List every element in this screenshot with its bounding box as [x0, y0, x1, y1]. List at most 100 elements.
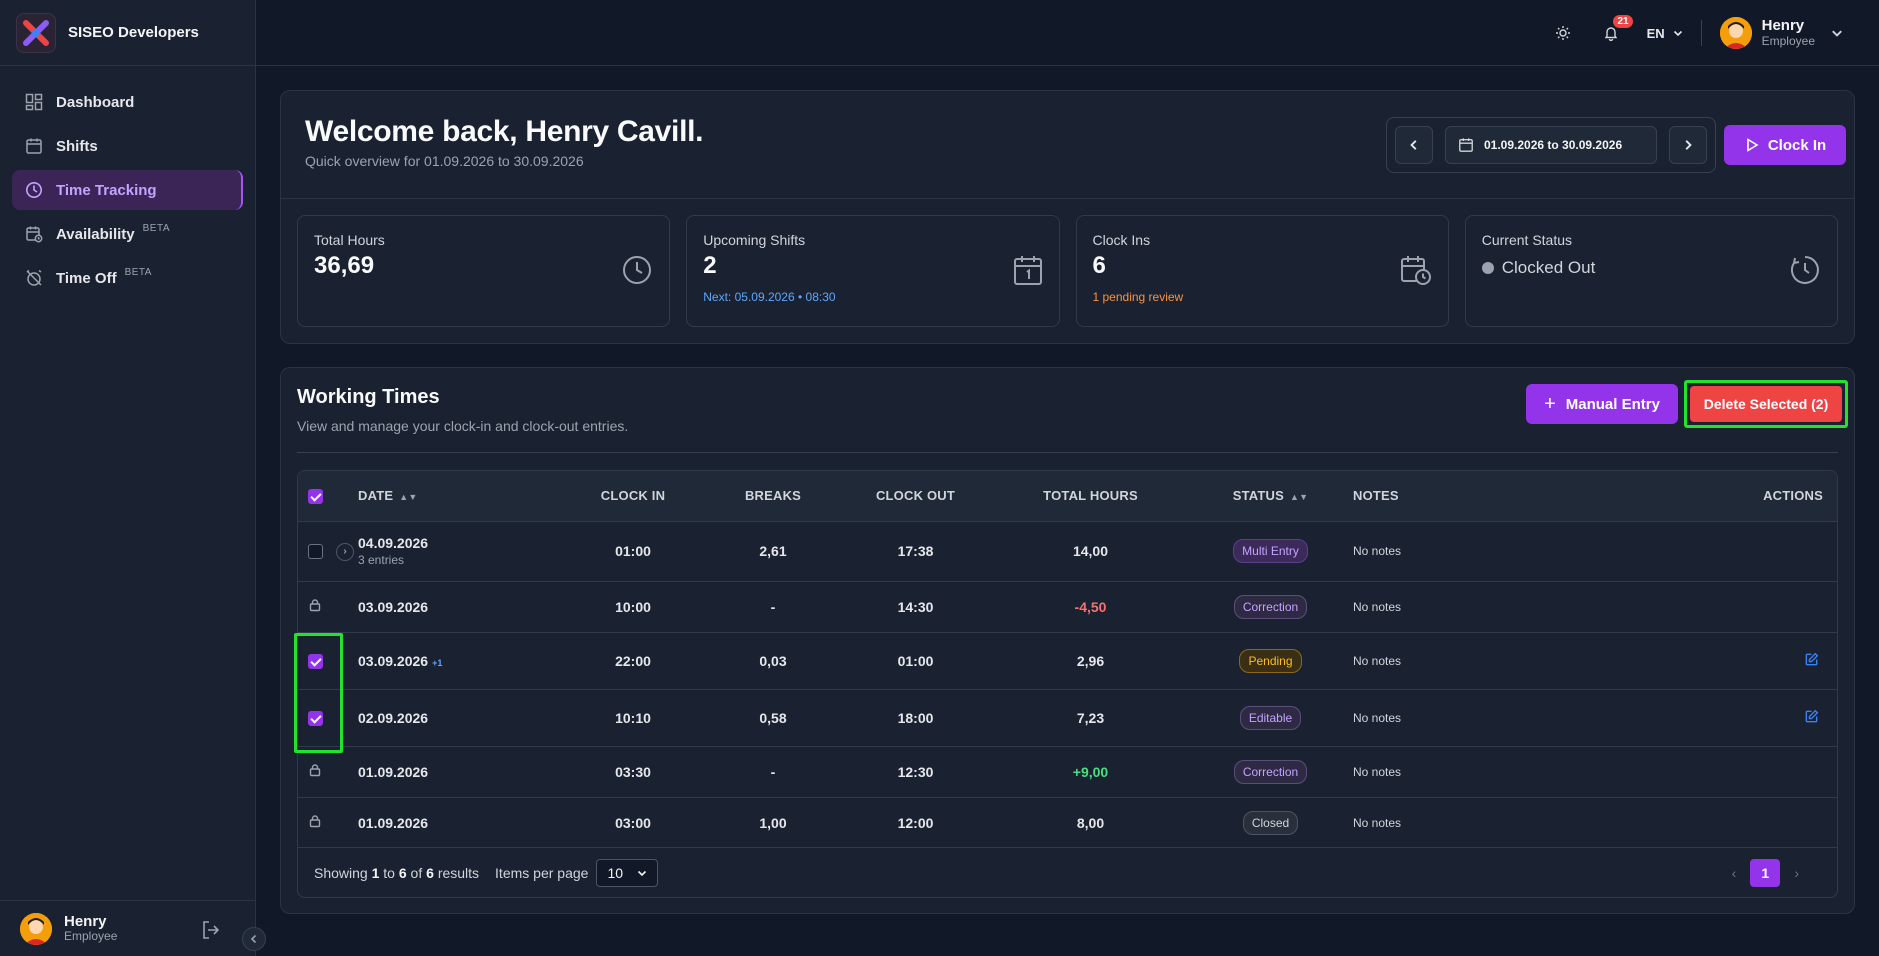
- beta-badge: BETA: [124, 266, 152, 278]
- status-badge: Correction: [1233, 759, 1308, 784]
- table-row[interactable]: 03.09.2026 +1 22:00 0,03 01:00 2,96 Pendi…: [298, 632, 1837, 689]
- sidebar-item-label: Time Off: [56, 269, 117, 287]
- page-button-current[interactable]: 1: [1750, 859, 1781, 887]
- row-checkbox[interactable]: [307, 653, 323, 669]
- row-date: 01.09.2026: [358, 763, 429, 780]
- chevron-right-icon: [1685, 140, 1692, 150]
- select-all-cell: [298, 471, 332, 521]
- column-clock-in: Clock In: [600, 488, 666, 504]
- user-name: Henry: [1761, 17, 1805, 35]
- row-breaks: -: [770, 598, 776, 615]
- logout-icon[interactable]: [200, 919, 222, 946]
- table-row[interactable]: 01.09.2026 03:30 - 12:30 +9,00 Correctio…: [298, 746, 1837, 797]
- expand-row-icon[interactable]: ›: [336, 542, 354, 561]
- clock-in-button[interactable]: Clock In: [1724, 125, 1846, 165]
- sidebar-item-availability[interactable]: Availability BETA: [12, 214, 243, 254]
- table-row[interactable]: 03.09.2026 10:00 - 14:30 -4,50 Correctio…: [298, 581, 1837, 632]
- stats-row: Total Hours 36,69 Upcoming Shifts 2 Next…: [297, 215, 1838, 327]
- row-notes: No notes: [1353, 764, 1402, 779]
- row-breaks: 2,61: [759, 543, 787, 559]
- date-range-label: 01.09.2026 to 30.09.2026: [1484, 138, 1623, 152]
- row-total-hours: 2,96: [1076, 652, 1105, 669]
- chevron-down-icon: [1673, 30, 1682, 37]
- edit-icon[interactable]: [1804, 652, 1819, 667]
- table-row[interactable]: 01.09.2026 03:00 1,00 12:00 8,00 Closed …: [298, 797, 1837, 848]
- topbar: 21 EN Henry Employee: [256, 0, 1879, 66]
- previous-period-button[interactable]: [1395, 126, 1433, 164]
- notification-badge: 21: [1613, 15, 1633, 28]
- sidebar-item-time-off[interactable]: Time Off BETA: [12, 258, 243, 298]
- date-range-picker[interactable]: 01.09.2026 to 30.09.2026: [1445, 126, 1657, 164]
- dashboard-icon: [24, 92, 44, 112]
- column-status[interactable]: Status ▲▼: [1232, 488, 1309, 504]
- manual-entry-button[interactable]: + Manual Entry: [1526, 384, 1678, 424]
- status-badge: Editable: [1239, 705, 1302, 730]
- row-notes: No notes: [1353, 599, 1402, 614]
- sidebar-nav: Dashboard Shifts Time Tracking Availabil…: [0, 66, 255, 318]
- stat-total-hours: Total Hours 36,69: [297, 215, 671, 327]
- next-day-indicator: +1: [432, 657, 443, 668]
- next-page-button[interactable]: ›: [1794, 865, 1799, 881]
- table-row[interactable]: 02.09.2026 10:10 0,58 18:00 7,23 Editabl…: [298, 689, 1837, 746]
- sidebar-item-shifts[interactable]: Shifts: [12, 126, 243, 166]
- delete-selected-label: Delete Selected (2): [1703, 396, 1829, 412]
- row-clock-in: 22:00: [615, 652, 651, 669]
- stat-clock-ins: Clock Ins 6 1 pending review: [1075, 215, 1449, 327]
- next-period-button[interactable]: [1669, 126, 1707, 164]
- row-breaks: -: [770, 763, 776, 780]
- play-icon: [1747, 138, 1759, 152]
- previous-page-button[interactable]: ‹: [1731, 865, 1737, 881]
- row-clock-in: 01:00: [615, 543, 651, 559]
- row-checkbox[interactable]: [307, 544, 323, 560]
- column-actions: Actions: [1763, 488, 1823, 504]
- row-clock-out: 18:00: [897, 709, 934, 726]
- sidebar-item-label: Dashboard: [56, 93, 135, 111]
- results-summary: Showing 1 to 6 of 6 results: [314, 864, 480, 881]
- table-row[interactable]: › 04.09.2026 3 entries 01:00 2,61 17:38 1…: [298, 521, 1837, 581]
- notifications-button[interactable]: 21: [1595, 15, 1633, 49]
- stat-current-status: Current Status Clocked Out: [1464, 215, 1838, 327]
- sidebar-item-dashboard[interactable]: Dashboard: [12, 82, 243, 122]
- row-notes: No notes: [1353, 653, 1402, 668]
- column-total-hours: Total Hours: [1043, 488, 1138, 504]
- stat-upcoming-shifts: Upcoming Shifts 2 Next: 05.09.2026 • 08:…: [686, 215, 1060, 327]
- row-total-hours: 8,00: [1076, 814, 1105, 831]
- column-breaks: Breaks: [744, 488, 802, 504]
- avatar[interactable]: [20, 912, 52, 945]
- row-clock-out: 14:30: [897, 598, 934, 615]
- row-clock-in: 03:30: [615, 763, 651, 780]
- edit-icon[interactable]: [1804, 709, 1819, 724]
- row-clock-in: 10:10: [615, 709, 651, 726]
- row-breaks: 0,58: [759, 709, 787, 726]
- chevron-left-icon: [1410, 140, 1417, 150]
- row-notes: No notes: [1353, 544, 1402, 558]
- language-selector[interactable]: EN: [1647, 26, 1683, 41]
- row-date-sub: 3 entries: [358, 553, 405, 567]
- status-value: Clocked Out: [1501, 258, 1596, 277]
- column-date[interactable]: Date ▲▼: [358, 488, 418, 504]
- brand[interactable]: SISEO Developers: [0, 0, 255, 66]
- status-badge: Multi Entry: [1233, 539, 1308, 563]
- items-per-page-select[interactable]: 10: [596, 858, 659, 887]
- delete-selected-button[interactable]: Delete Selected (2): [1684, 380, 1848, 428]
- calendar-clock-icon: [24, 224, 44, 244]
- row-notes: No notes: [1353, 710, 1402, 725]
- select-all-checkbox[interactable]: [307, 488, 323, 504]
- collapse-sidebar-button[interactable]: [242, 927, 266, 951]
- user-role: Employee: [1761, 33, 1815, 48]
- user-menu[interactable]: Henry Employee: [1719, 17, 1843, 49]
- stat-label: Upcoming Shifts: [703, 232, 806, 248]
- row-checkbox[interactable]: [307, 710, 323, 726]
- sidebar-item-time-tracking[interactable]: Time Tracking: [12, 170, 243, 210]
- page-title: Welcome back, Henry Cavill.: [305, 115, 704, 148]
- chevron-down-icon: [638, 870, 647, 876]
- language-label: EN: [1646, 25, 1665, 41]
- row-total-hours: +9,00: [1072, 763, 1109, 780]
- theme-toggle-button[interactable]: [1547, 17, 1579, 49]
- date-range-control: 01.09.2026 to 30.09.2026: [1386, 117, 1716, 173]
- status-badge: Closed: [1242, 810, 1299, 835]
- row-clock-out: 12:00: [897, 814, 934, 831]
- plus-icon: +: [1544, 392, 1556, 415]
- page-subtitle: Quick overview for 01.09.2026 to 30.09.2…: [305, 153, 584, 169]
- row-total-hours: 14,00: [1072, 543, 1109, 559]
